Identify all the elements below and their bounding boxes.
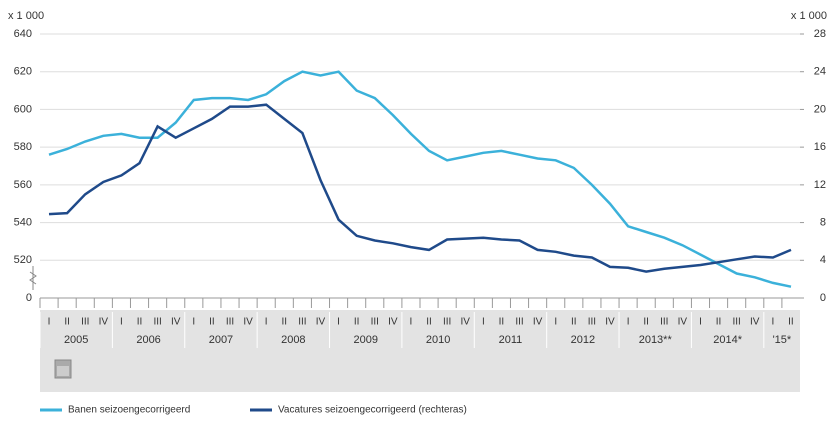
x-tick-label: I <box>554 317 557 328</box>
year-label: 2010 <box>426 334 450 346</box>
x-tick-label: I <box>192 317 195 328</box>
x-tick-label: I <box>482 317 485 328</box>
x-tick-label: I <box>627 317 630 328</box>
x-tick-label: IV <box>99 317 109 328</box>
y2-unit: x 1 000 <box>791 10 827 22</box>
x-tick-label: II <box>354 317 360 328</box>
x-tick-label: III <box>732 317 740 328</box>
year-label: 2013** <box>639 334 673 346</box>
series-line <box>48 103 792 273</box>
x-tick-label: I <box>120 317 123 328</box>
legend: Banen seizoengecorrigeerd Vacatures seizo… <box>40 405 467 416</box>
x-tick-label: II <box>788 317 794 328</box>
legend-label: Banen seizoengecorrigeerd <box>68 405 190 416</box>
x-tick-label: III <box>298 317 306 328</box>
x-tick-label: IV <box>243 317 253 328</box>
x-tick-label: I <box>699 317 702 328</box>
y-tick-label: 0 <box>26 292 32 304</box>
x-tick-label: IV <box>750 317 760 328</box>
y-tick-label: 560 <box>14 179 32 191</box>
x-tick-label: IV <box>678 317 688 328</box>
y-tick-label: 540 <box>14 216 32 228</box>
x-tick-label: I <box>410 317 413 328</box>
x-tick-label: III <box>443 317 451 328</box>
x-tick-label: IV <box>533 317 543 328</box>
y-tick-label: 620 <box>14 66 32 78</box>
y2-tick-label: 20 <box>814 103 826 115</box>
y2-tick-label: 8 <box>820 216 826 228</box>
y-unit: x 1 000 <box>8 10 44 22</box>
year-label: 2009 <box>353 334 377 346</box>
x-tick-label: II <box>64 317 70 328</box>
year-label: 2005 <box>64 334 88 346</box>
axis-break <box>29 266 37 290</box>
x-tick-label: I <box>48 317 51 328</box>
y-tick-label: 580 <box>14 141 32 153</box>
y2-tick-label: 0 <box>820 292 826 304</box>
year-label: 2007 <box>209 334 233 346</box>
year-label: '15* <box>773 334 792 346</box>
x-tick-label: I <box>771 317 774 328</box>
legend-label: Vacatures seizoengecorrigeerd (rechteras… <box>278 405 467 416</box>
x-tick-label: II <box>209 317 215 328</box>
x-tick-label: III <box>226 317 234 328</box>
x-tick-label: IV <box>171 317 181 328</box>
x-tick-label: II <box>571 317 577 328</box>
x-tick-label: II <box>137 317 143 328</box>
year-label: 2008 <box>281 334 305 346</box>
y2-tick-label: 12 <box>814 179 826 191</box>
x-tick-label: I <box>265 317 268 328</box>
x-tick-label: III <box>371 317 379 328</box>
x-tick-label: IV <box>388 317 398 328</box>
x-tick-label: II <box>426 317 432 328</box>
x-tick-label: IV <box>605 317 615 328</box>
y2-tick-label: 28 <box>814 28 826 40</box>
series-line <box>48 70 792 288</box>
year-label: 2012 <box>571 334 595 346</box>
x-tick-label: III <box>81 317 89 328</box>
x-tick-label: III <box>153 317 161 328</box>
x-tick-label: III <box>515 317 523 328</box>
y-tick-label: 520 <box>14 254 32 266</box>
x-tick-label: II <box>499 317 505 328</box>
x-tick-label: II <box>716 317 722 328</box>
y-tick-label: 640 <box>14 28 32 40</box>
y2-tick-label: 4 <box>820 254 826 266</box>
y-tick-label: 600 <box>14 103 32 115</box>
y2-tick-label: 24 <box>814 66 826 78</box>
year-label: 2006 <box>136 334 160 346</box>
calendar-icon <box>54 359 72 379</box>
year-label: 2014* <box>713 334 742 346</box>
x-tick-label: III <box>660 317 668 328</box>
x-tick-label: II <box>643 317 649 328</box>
year-label: 2011 <box>499 334 523 346</box>
x-tick-label: IV <box>461 317 471 328</box>
y2-tick-label: 16 <box>814 141 826 153</box>
x-axis-band <box>40 310 800 392</box>
x-tick-label: I <box>337 317 340 328</box>
x-tick-label: II <box>282 317 288 328</box>
x-tick-label: III <box>588 317 596 328</box>
x-tick-label: IV <box>316 317 326 328</box>
